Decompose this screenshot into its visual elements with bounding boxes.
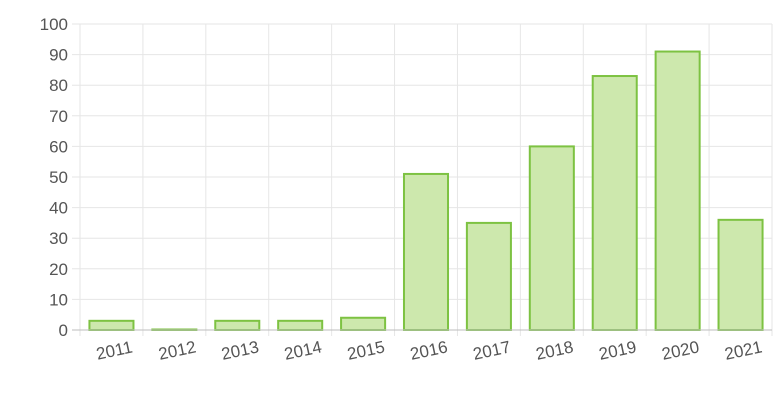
x-tick-label: 2018	[534, 337, 575, 363]
y-tick-label: 30	[49, 229, 68, 248]
y-tick-label: 80	[49, 76, 68, 95]
bar-2013	[214, 319, 261, 332]
y-tick-label: 90	[49, 46, 68, 65]
bar-2016	[402, 172, 450, 331]
bar-2020	[654, 50, 701, 331]
bar-2011	[88, 319, 135, 332]
bars	[88, 50, 764, 332]
bar-2015	[340, 316, 387, 332]
x-tick-label: 2021	[723, 337, 764, 363]
x-tick-label: 2013	[220, 337, 261, 363]
x-tick-label: 2014	[283, 337, 324, 363]
y-tick-label: 70	[49, 107, 68, 126]
y-tick-label: 100	[40, 15, 68, 34]
y-tick-label: 0	[59, 321, 68, 340]
x-tick-label: 2015	[345, 337, 386, 363]
y-tick-label: 10	[49, 290, 68, 309]
bar-2017	[465, 221, 512, 331]
bar-2021	[717, 218, 764, 331]
x-tick-label: 2017	[471, 337, 512, 363]
y-axis-ticks: 0 10 20 30 40 50 60 70 80 90 100	[40, 15, 68, 340]
y-tick-label: 60	[49, 137, 68, 156]
x-tick-label: 2011	[94, 338, 134, 364]
x-tick-label: 2016	[408, 337, 449, 363]
y-tick-label: 40	[49, 199, 68, 218]
y-tick-label: 50	[49, 168, 68, 187]
bar-2019	[591, 75, 638, 331]
bar-2018	[528, 145, 575, 331]
y-tick-label: 20	[49, 260, 68, 279]
bar-2014	[277, 319, 324, 332]
x-tick-label: 2020	[660, 337, 701, 363]
x-tick-label: 2012	[157, 337, 198, 363]
x-axis-ticks: 2011 2012 2013 2014 2015 2016 2017 2018 2019 2020…	[94, 337, 763, 363]
x-tick-label: 2019	[597, 337, 638, 363]
